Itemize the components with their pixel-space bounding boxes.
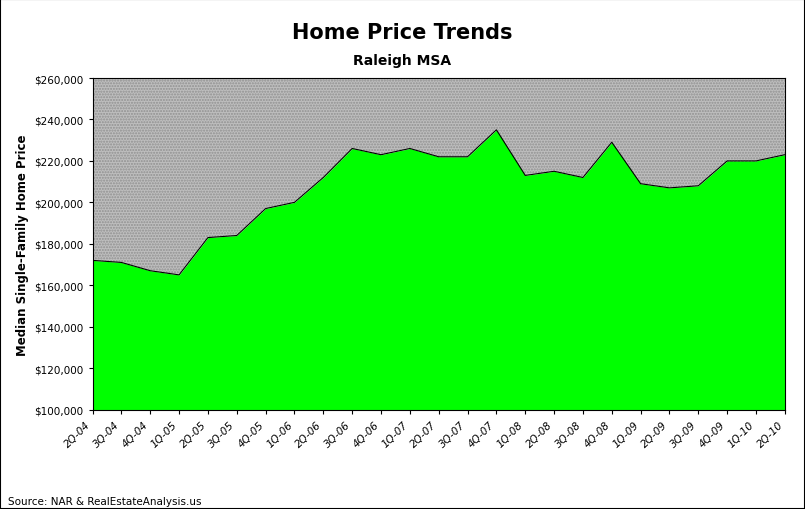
Y-axis label: Median Single-Family Home Price: Median Single-Family Home Price xyxy=(16,134,29,355)
Text: Source: NAR & RealEstateAnalysis.us: Source: NAR & RealEstateAnalysis.us xyxy=(8,496,201,506)
Text: Raleigh MSA: Raleigh MSA xyxy=(353,53,452,67)
Text: Home Price Trends: Home Price Trends xyxy=(292,23,513,43)
